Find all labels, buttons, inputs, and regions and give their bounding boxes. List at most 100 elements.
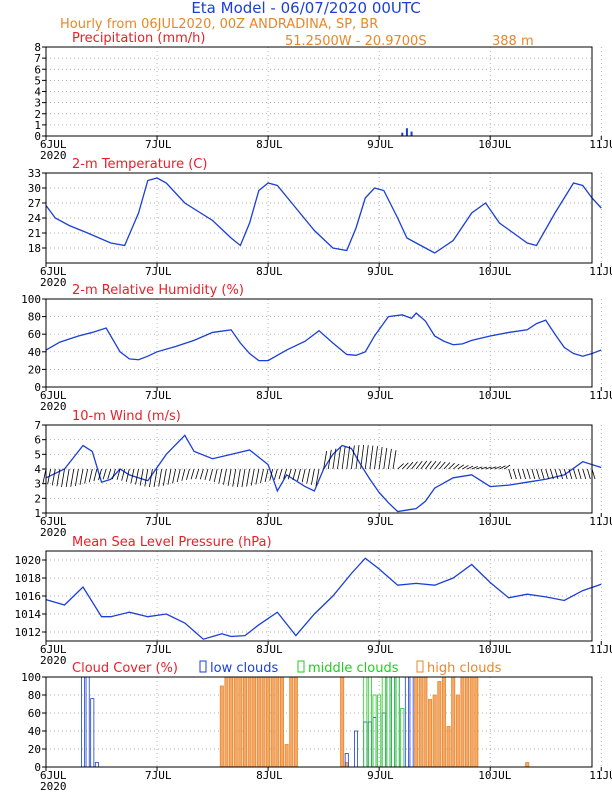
wind-vector bbox=[190, 468, 195, 480]
wind-vector bbox=[74, 468, 79, 486]
pressure-panel: Mean Sea Level Pressure (hPa) 1012 1014 101… bbox=[15, 535, 612, 667]
pressure-frame bbox=[45, 550, 593, 642]
wind-vector bbox=[88, 468, 93, 483]
high-cloud-bar bbox=[289, 676, 294, 768]
wind-vector bbox=[283, 468, 287, 480]
humidity-ytick-label: 0 bbox=[34, 381, 41, 394]
wind-ytick-label: 6 bbox=[34, 434, 41, 447]
high-cloud-bar bbox=[437, 681, 442, 768]
wind-panel: 10-m Wind (m/s) 1 23 4 56 7 6JUL 7JUL 8JUL 9JUL 10… bbox=[34, 409, 612, 539]
temperature-ytick-label: 27 bbox=[28, 197, 41, 210]
low-cloud-bar bbox=[395, 676, 400, 768]
wind-vector bbox=[471, 466, 478, 470]
humidity-ytick-label: 40 bbox=[28, 346, 41, 359]
wind-vector bbox=[236, 468, 241, 488]
wind-ytick-label: 1 bbox=[34, 507, 41, 520]
wind-vector bbox=[158, 468, 163, 487]
wind-vector bbox=[383, 447, 388, 470]
wind-vector bbox=[350, 445, 355, 470]
wind-vector bbox=[425, 460, 432, 470]
wind-vector bbox=[577, 468, 582, 480]
wind-vector bbox=[116, 468, 121, 480]
wind-vector bbox=[443, 462, 451, 470]
temperature-ytick-label: 30 bbox=[28, 182, 41, 195]
wind-vector bbox=[439, 461, 446, 470]
wind-vector bbox=[209, 468, 213, 481]
cloud-panel: Cloud Cover (%) 0 20 40 60 80 100 6JUL 7JUL 8JUL 9… bbox=[21, 660, 612, 792]
temperature-panel: 2-m Temperature (C) 18 21 24 27 30 33 6JUL 7JUL 8… bbox=[28, 157, 612, 289]
legend-label: low clouds bbox=[210, 661, 279, 676]
wind-vector bbox=[388, 448, 392, 470]
wind-vector bbox=[56, 468, 61, 487]
high-cloud-bar bbox=[284, 744, 289, 768]
wind-vector bbox=[415, 461, 423, 470]
day-label-7JUL: 7JUL bbox=[145, 515, 172, 528]
day-label-10JUL: 10JUL bbox=[478, 138, 511, 151]
cloud-ytick-label: 40 bbox=[28, 725, 41, 738]
low-cloud-bar bbox=[386, 676, 391, 768]
wind-vector bbox=[213, 468, 218, 483]
wind-vector bbox=[549, 468, 554, 480]
humidity-title: 2-m Relative Humidity (%) bbox=[72, 283, 244, 298]
day-label-8JUL: 8JUL bbox=[256, 643, 283, 656]
wind-vector bbox=[536, 468, 540, 480]
day-label-9JUL: 9JUL bbox=[367, 515, 394, 528]
day-label-8JUL: 8JUL bbox=[256, 265, 283, 278]
high-cloud-bar bbox=[261, 676, 266, 768]
wind-vector bbox=[499, 465, 506, 470]
wind-vector bbox=[278, 468, 283, 480]
wind-series-line bbox=[45, 434, 602, 513]
cloud-title: Cloud Cover (%) bbox=[72, 661, 178, 676]
year-label: 2020 bbox=[40, 400, 67, 413]
high-cloud-bar bbox=[428, 699, 433, 768]
legend-swatch bbox=[297, 660, 305, 673]
wind-vector bbox=[199, 468, 204, 480]
wind-vector bbox=[364, 445, 369, 470]
temperature-ytick-label: 24 bbox=[28, 212, 42, 225]
wind-ytick-label: 4 bbox=[34, 463, 41, 476]
high-cloud-bar bbox=[455, 694, 460, 768]
subtitle: Hourly from 06JUL2020, 00Z ANDRADINA, SP… bbox=[60, 17, 378, 32]
legend-swatch bbox=[199, 660, 207, 673]
wind-frame bbox=[45, 424, 593, 514]
wind-vector bbox=[255, 468, 260, 485]
wind-vector bbox=[292, 468, 297, 481]
middle-cloud-bar bbox=[386, 676, 391, 768]
day-label-6JUL: 6JUL bbox=[40, 515, 67, 528]
middle-cloud-bar bbox=[400, 708, 405, 768]
day-label-11JUL: 11JUL bbox=[589, 643, 612, 656]
high-cloud-bar bbox=[344, 762, 349, 768]
wind-vector bbox=[374, 446, 378, 470]
day-label-10JUL: 10JUL bbox=[478, 643, 511, 656]
year-label: 2020 bbox=[40, 780, 67, 792]
temperature-frame bbox=[45, 172, 593, 264]
middle-cloud-bar bbox=[391, 676, 396, 768]
wind-vector bbox=[531, 468, 536, 480]
wind-vector bbox=[144, 468, 149, 487]
wind-vector bbox=[176, 468, 181, 483]
wind-vector bbox=[232, 468, 237, 487]
wind-vector bbox=[181, 468, 186, 481]
wind-vector bbox=[466, 465, 474, 470]
high-cloud-bar bbox=[474, 676, 479, 768]
wind-vector bbox=[563, 468, 568, 480]
humidity-series-line bbox=[45, 312, 602, 362]
legend-swatch bbox=[416, 660, 424, 673]
high-cloud-bar bbox=[229, 676, 234, 768]
precipitation-ytick-label: 5 bbox=[34, 74, 41, 87]
pressure-ytick-label: 1018 bbox=[15, 572, 42, 585]
wind-vector bbox=[346, 445, 351, 470]
wind-vector bbox=[526, 468, 531, 480]
middle-cloud-bar bbox=[395, 676, 400, 768]
precipitation-ytick-label: 4 bbox=[34, 86, 41, 99]
wind-vector bbox=[360, 444, 365, 470]
wind-vector bbox=[273, 468, 278, 480]
day-label-10JUL: 10JUL bbox=[478, 515, 511, 528]
precip-bar bbox=[410, 131, 413, 136]
wind-vector bbox=[462, 465, 469, 470]
wind-vector bbox=[269, 468, 274, 481]
low-cloud-bar bbox=[381, 712, 386, 768]
wind-vector bbox=[98, 468, 102, 481]
low-cloud-bar bbox=[94, 762, 99, 768]
